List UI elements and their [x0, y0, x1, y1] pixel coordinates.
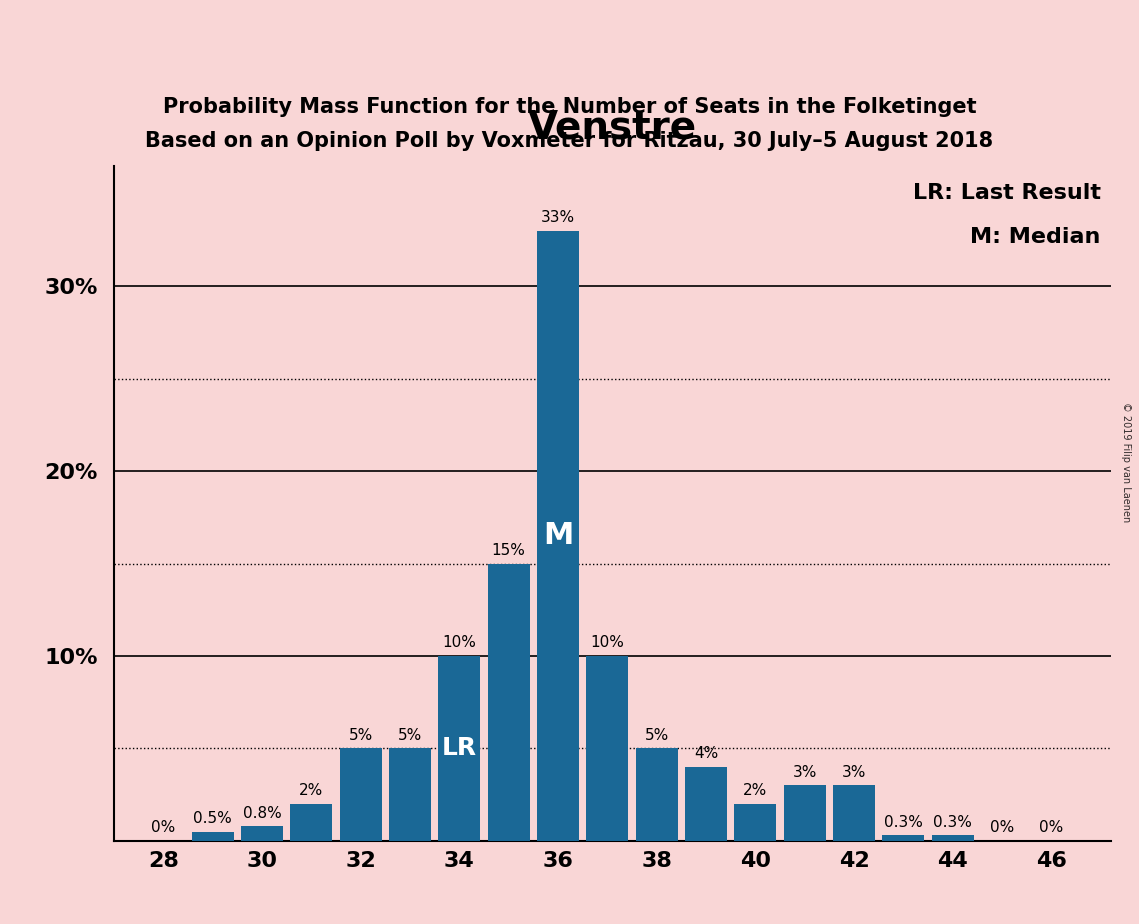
- Text: 2%: 2%: [300, 784, 323, 798]
- Bar: [685, 767, 727, 841]
- Bar: [587, 656, 629, 841]
- Text: LR: LR: [442, 736, 477, 760]
- Text: © 2019 Filip van Laenen: © 2019 Filip van Laenen: [1121, 402, 1131, 522]
- Text: 5%: 5%: [349, 728, 372, 743]
- Text: 10%: 10%: [442, 636, 476, 650]
- Text: 15%: 15%: [492, 543, 525, 558]
- Text: 5%: 5%: [398, 728, 423, 743]
- Text: 10%: 10%: [590, 636, 624, 650]
- Text: 3%: 3%: [842, 765, 866, 780]
- Bar: [388, 748, 431, 841]
- Bar: [833, 785, 875, 841]
- Text: 5%: 5%: [645, 728, 669, 743]
- Bar: [339, 748, 382, 841]
- Text: 0.3%: 0.3%: [933, 815, 972, 830]
- Text: LR: Last Result: LR: Last Result: [912, 183, 1100, 203]
- Text: 0.3%: 0.3%: [884, 815, 923, 830]
- Text: 4%: 4%: [694, 747, 718, 761]
- Text: 0%: 0%: [1039, 821, 1064, 835]
- Bar: [191, 832, 233, 841]
- Text: Based on an Opinion Poll by Voxmeter for Ritzau, 30 July–5 August 2018: Based on an Opinion Poll by Voxmeter for…: [146, 131, 993, 152]
- Bar: [487, 564, 530, 841]
- Bar: [439, 656, 481, 841]
- Bar: [784, 785, 826, 841]
- Text: 0.8%: 0.8%: [243, 806, 281, 821]
- Bar: [883, 835, 924, 841]
- Text: 3%: 3%: [793, 765, 817, 780]
- Bar: [636, 748, 678, 841]
- Text: Probability Mass Function for the Number of Seats in the Folketinget: Probability Mass Function for the Number…: [163, 97, 976, 117]
- Text: 0%: 0%: [990, 821, 1014, 835]
- Text: 0%: 0%: [151, 821, 175, 835]
- Bar: [241, 826, 282, 841]
- Bar: [932, 835, 974, 841]
- Text: M: M: [543, 521, 573, 551]
- Text: 33%: 33%: [541, 211, 575, 225]
- Title: Venstre: Venstre: [527, 108, 697, 147]
- Bar: [735, 804, 777, 841]
- Text: 0.5%: 0.5%: [194, 811, 232, 826]
- Bar: [290, 804, 333, 841]
- Bar: [536, 231, 579, 841]
- Text: M: Median: M: Median: [970, 227, 1100, 247]
- Text: 2%: 2%: [743, 784, 768, 798]
